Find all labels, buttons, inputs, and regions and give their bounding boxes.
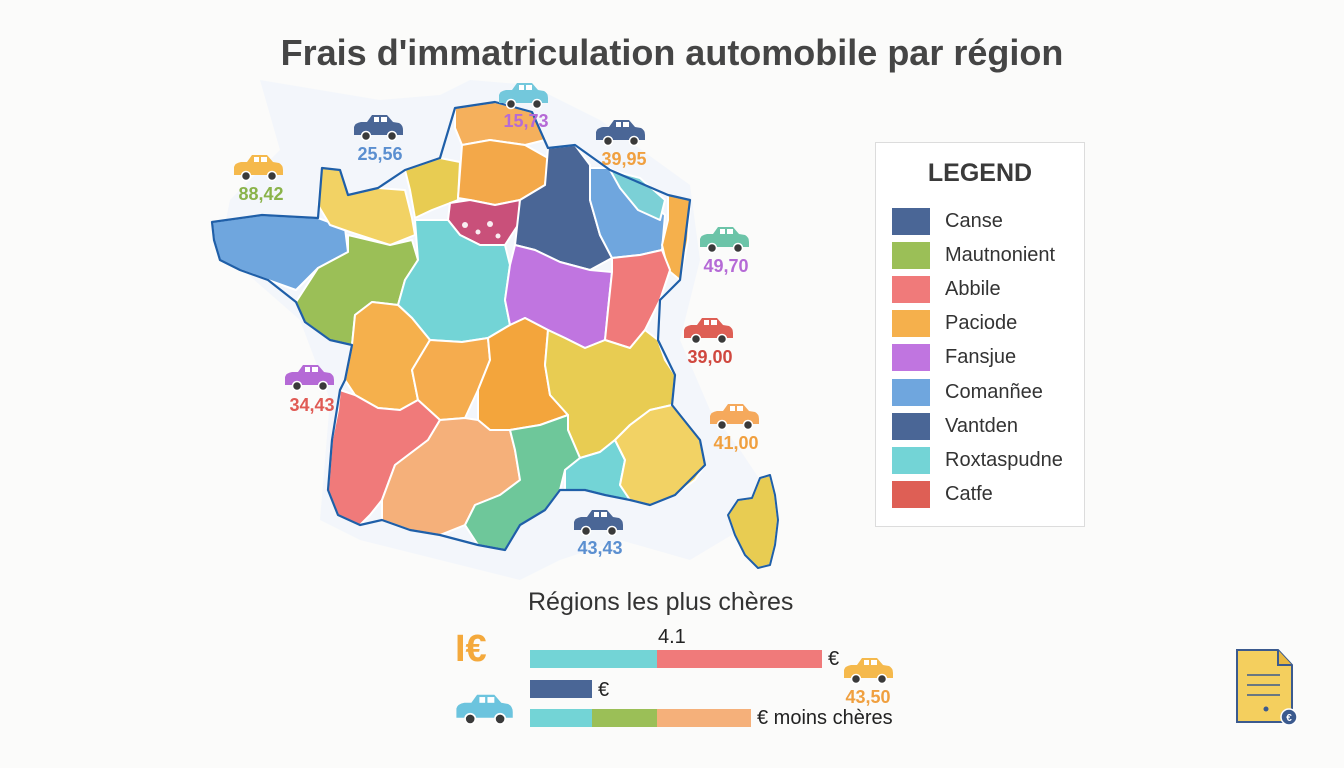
legend-label: Comanñee <box>945 380 1043 403</box>
legend-item: Abbile <box>876 272 1084 306</box>
bar-segment <box>592 709 657 727</box>
legend-swatch <box>892 275 930 303</box>
car-icon <box>683 317 734 345</box>
legend-swatch <box>892 412 930 440</box>
legend-item: Vantden <box>876 409 1084 443</box>
bar-unit-label: € <box>828 648 840 670</box>
legend-label: Roxtaspudne <box>945 448 1063 471</box>
bar-section-title: Régions les plus chères <box>528 588 794 616</box>
car-value-label: 43,50 <box>845 687 891 707</box>
legend-box: LEGEND Canse Mautnonient Abbile Paciode Fans… <box>875 142 1085 527</box>
car-value-label: 39,95 <box>601 149 647 169</box>
region-normandie-est[interactable] <box>404 157 461 219</box>
car-value-label: 34,43 <box>289 395 335 415</box>
legend-swatch <box>892 241 930 269</box>
legend-swatch <box>892 378 930 406</box>
legend-item: Comanñee <box>876 375 1084 409</box>
legend-title: LEGEND <box>927 159 1033 187</box>
legend-label: Vantden <box>945 414 1019 437</box>
svg-text:€: € <box>1286 713 1292 724</box>
bar-segment <box>530 709 592 727</box>
legend-swatch <box>892 481 930 509</box>
car-value-label: 39,00 <box>687 347 733 367</box>
region-limousin[interactable] <box>411 337 491 421</box>
bar-car-icon <box>455 693 514 725</box>
bar-segment <box>530 650 657 668</box>
car-icon <box>699 226 750 254</box>
car-icon <box>843 657 894 685</box>
legend-swatch <box>892 446 930 474</box>
legend-swatch <box>892 344 930 372</box>
bar-segment <box>657 650 822 668</box>
region-ardennes[interactable] <box>609 169 666 221</box>
car-icon <box>709 403 760 431</box>
legend-label: Catfe <box>945 483 993 506</box>
car-value-label: 41,00 <box>713 433 759 453</box>
car-value-label: 49,70 <box>703 256 749 276</box>
legend-item: Roxtaspudne <box>876 443 1084 477</box>
legend-label: Paciode <box>945 312 1018 335</box>
page-title: Frais d'immatriculation automobile par r… <box>280 32 1064 73</box>
document-euro-icon: € <box>1236 649 1298 726</box>
car-value-label: 43,43 <box>577 538 623 558</box>
legend-label: Mautnonient <box>945 243 1056 266</box>
legend-item: Paciode <box>876 307 1084 341</box>
legend-item: Catfe <box>876 478 1084 512</box>
bar-value-label: 4.1 <box>658 626 686 648</box>
legend-label: Fansjue <box>945 346 1017 369</box>
legend-label: Canse <box>945 209 1003 232</box>
euro-coin-icon: I€ <box>455 628 487 670</box>
legend-item: Fansjue <box>876 341 1084 375</box>
legend-item: Mautnonient <box>876 238 1084 272</box>
legend-item: Canse <box>876 204 1084 238</box>
bar-unit-label: € <box>598 679 610 701</box>
car-value-label: 25,56 <box>357 144 403 164</box>
bar-segment <box>530 680 592 698</box>
car-value-label: 88,42 <box>238 184 284 204</box>
legend-swatch <box>892 310 930 338</box>
bar-unit-label: € moins chères <box>757 707 893 729</box>
car-value-label: 15,73 <box>503 111 549 131</box>
legend-label: Abbile <box>945 277 1001 300</box>
bar-segment <box>657 709 751 727</box>
legend-swatch <box>892 207 930 235</box>
